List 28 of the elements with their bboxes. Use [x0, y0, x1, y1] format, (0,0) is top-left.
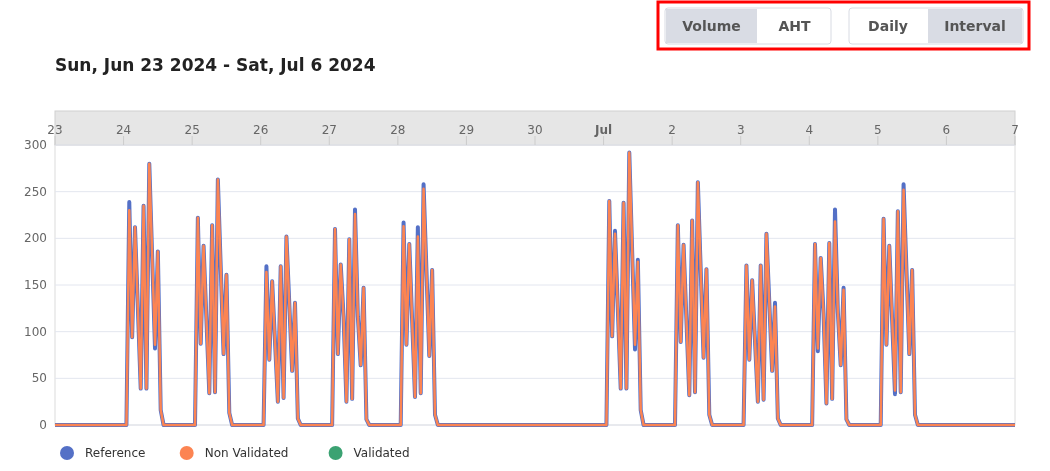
toggle-group: Daily Interval: [848, 7, 1024, 45]
y-tick-label: 100: [24, 324, 47, 339]
chart-title: Sun, Jun 23 2024 - Sat, Jul 6 2024: [55, 55, 376, 75]
x-tick-label: 25: [184, 123, 200, 137]
x-tick-label: 27: [321, 123, 337, 137]
x-tick-label: 4: [805, 123, 814, 137]
x-tick-label: 26: [253, 123, 269, 137]
x-tick-label: 3: [736, 123, 745, 137]
x-tick-label: 5: [874, 123, 882, 137]
y-tick-label: 50: [31, 371, 47, 386]
y-tick-label: 300: [24, 138, 47, 152]
legend-label: Reference: [85, 446, 146, 460]
x-tick-label: 24: [115, 123, 132, 137]
toggle-group: Volume AHT: [664, 7, 832, 45]
y-tick-label: 200: [24, 231, 47, 246]
legend-label: Validated: [353, 446, 410, 460]
y-tick-label: 150: [24, 278, 47, 292]
y-tick-label: 0: [39, 418, 47, 432]
x-tick-label: 7: [1011, 123, 1019, 137]
x-tick-label: Jul: [594, 123, 613, 137]
legend-label: Non Validated: [204, 446, 289, 460]
x-tick-label: 30: [527, 123, 543, 137]
x-tick-label: 6: [942, 123, 951, 137]
x-tick-label: 28: [390, 123, 406, 137]
y-tick-label: 250: [24, 184, 47, 199]
x-tick-label: 23: [47, 123, 63, 137]
x-tick-label: 2: [668, 123, 676, 137]
x-tick-label: 29: [458, 123, 475, 137]
